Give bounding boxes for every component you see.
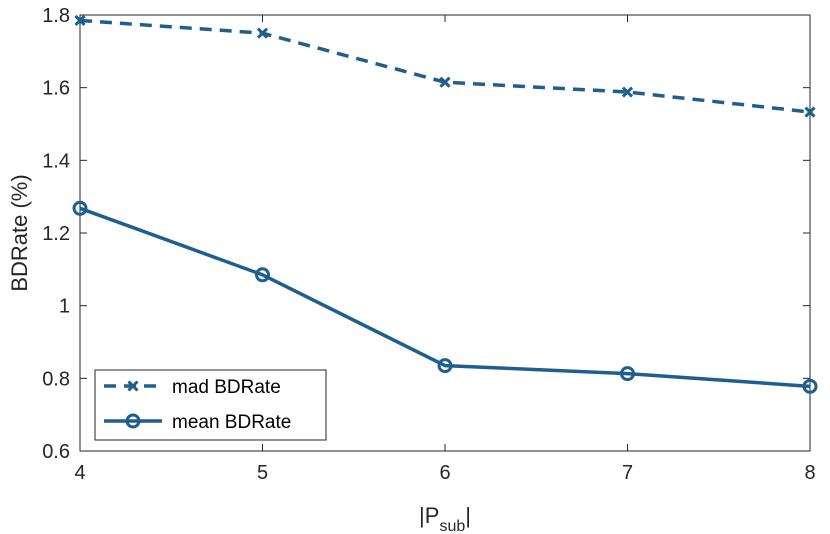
y-tick-label: 1.8 <box>42 5 70 27</box>
data-point-mad <box>621 86 634 98</box>
data-point-mad <box>74 14 86 27</box>
x-axis-title-pre: |P <box>419 503 439 528</box>
x-axis-title-post: | <box>465 503 471 528</box>
data-point-mean <box>802 378 818 394</box>
data-point-mad <box>804 106 816 118</box>
x-tick-label: 8 <box>804 462 815 484</box>
legend-mad-label: mad BDRate <box>172 377 281 398</box>
data-point-mean <box>437 358 453 374</box>
legend-mean-marker-circle-icon <box>125 413 141 429</box>
x-axis-title: |Psub| <box>419 503 471 534</box>
x-tick-label: 4 <box>74 462 85 484</box>
x-tick-label: 7 <box>622 462 633 484</box>
series-line-mean <box>79 206 811 389</box>
legend-mad-marker-cross <box>127 380 139 392</box>
data-point-mean <box>620 366 635 382</box>
data-point-mean <box>72 200 88 216</box>
y-tick-label: 1.4 <box>42 150 70 172</box>
x-tick-label: 6 <box>439 462 450 484</box>
y-tick-label: 1.6 <box>42 78 70 100</box>
y-axis-title: BDRate (%) <box>7 174 32 291</box>
legend-mean-label: mean BDRate <box>172 412 291 433</box>
legend: mad BDRate mean BDRate <box>94 369 327 441</box>
data-point-mad <box>439 76 451 88</box>
y-tick-label: 0.8 <box>42 368 70 390</box>
y-tick-label: 0.6 <box>42 441 70 463</box>
data-point-mad <box>256 27 269 39</box>
x-tick-label: 5 <box>257 462 268 484</box>
data-point-mean <box>255 267 270 283</box>
y-tick-label: 1.2 <box>42 223 70 245</box>
x-axis-title-sub: sub <box>439 518 465 534</box>
y-tick-label: 1 <box>59 296 70 318</box>
legend-mad-marker-x-icon <box>127 380 139 392</box>
